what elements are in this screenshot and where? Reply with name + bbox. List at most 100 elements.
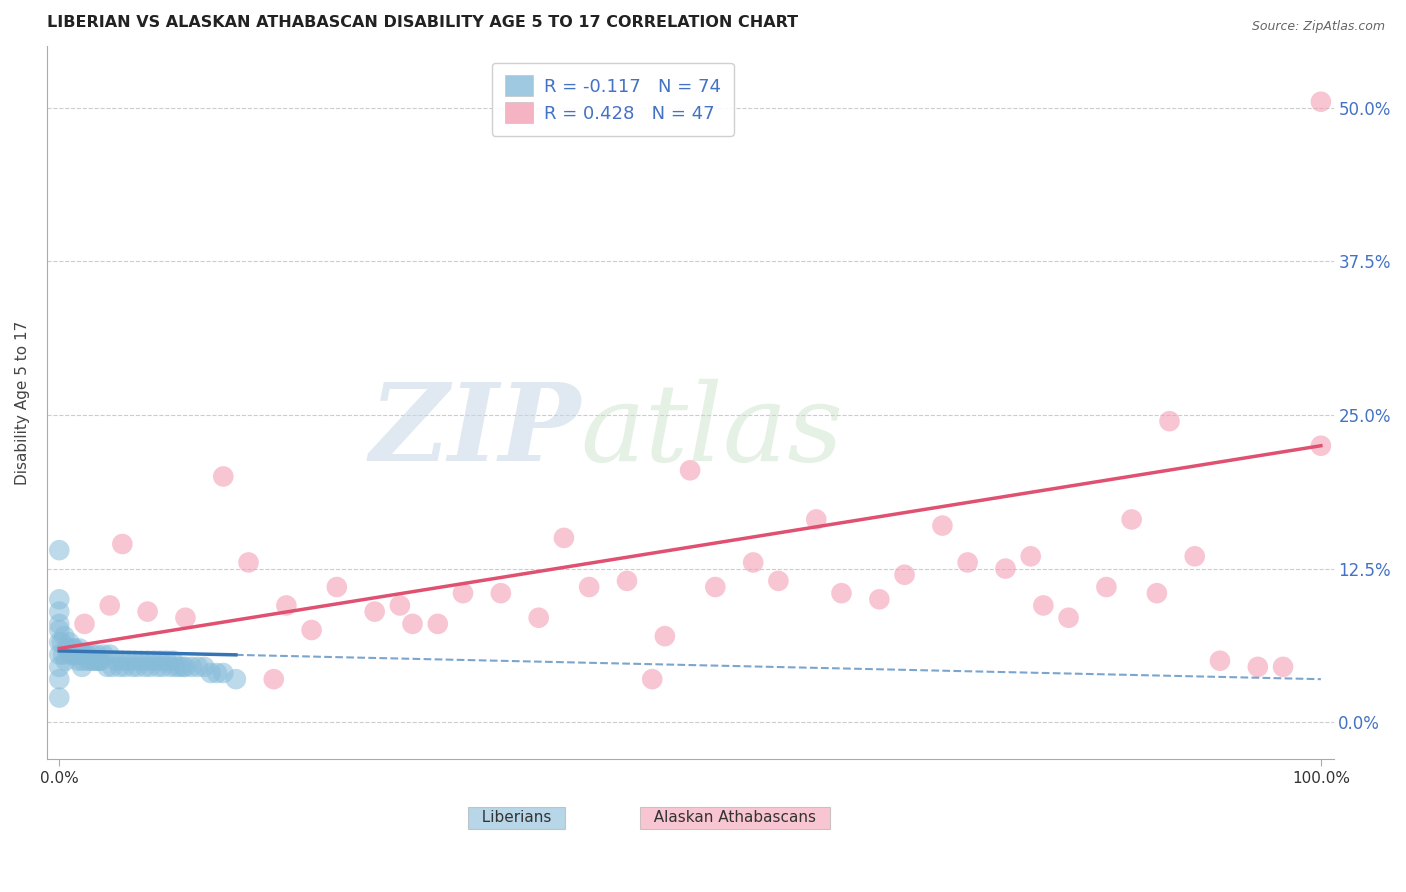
Point xyxy=(98,599,121,613)
Point xyxy=(73,616,96,631)
Point xyxy=(111,654,134,668)
Point xyxy=(363,605,385,619)
Point xyxy=(276,599,298,613)
Point xyxy=(616,574,638,588)
Point xyxy=(86,648,108,662)
Point xyxy=(193,660,215,674)
Point xyxy=(1272,660,1295,674)
Point xyxy=(1159,414,1181,428)
Point xyxy=(67,654,90,668)
Point xyxy=(146,660,169,674)
Point xyxy=(200,666,222,681)
Point xyxy=(301,623,323,637)
Point xyxy=(84,654,107,668)
Point xyxy=(578,580,600,594)
Point xyxy=(893,567,915,582)
Point xyxy=(136,654,159,668)
Point xyxy=(77,654,100,668)
Point xyxy=(48,543,70,558)
Point xyxy=(225,672,247,686)
Point xyxy=(641,672,664,686)
Point xyxy=(149,654,172,668)
Point xyxy=(1309,439,1331,453)
Point xyxy=(159,660,181,674)
Point xyxy=(167,660,190,674)
Point xyxy=(48,672,70,686)
Point xyxy=(87,654,110,668)
Point xyxy=(172,660,194,674)
Point xyxy=(1019,549,1042,564)
Text: Source: ZipAtlas.com: Source: ZipAtlas.com xyxy=(1251,20,1385,33)
Point xyxy=(451,586,474,600)
Point xyxy=(768,574,790,588)
Point xyxy=(238,556,260,570)
Point xyxy=(90,654,112,668)
Point xyxy=(1184,549,1206,564)
Point xyxy=(129,654,152,668)
Point xyxy=(114,660,136,674)
Point xyxy=(105,654,128,668)
Point xyxy=(830,586,852,600)
Point xyxy=(162,654,184,668)
Point xyxy=(121,660,143,674)
Point xyxy=(48,616,70,631)
Point xyxy=(263,672,285,686)
Point xyxy=(174,611,197,625)
Point xyxy=(72,654,94,668)
Point xyxy=(101,660,124,674)
Point xyxy=(58,635,80,649)
Point xyxy=(139,660,162,674)
Point xyxy=(52,648,75,662)
Point xyxy=(73,648,96,662)
Point xyxy=(98,648,121,662)
Point xyxy=(931,518,953,533)
Point xyxy=(96,660,118,674)
Point xyxy=(80,654,103,668)
Text: LIBERIAN VS ALASKAN ATHABASCAN DISABILITY AGE 5 TO 17 CORRELATION CHART: LIBERIAN VS ALASKAN ATHABASCAN DISABILIT… xyxy=(46,15,797,30)
Point xyxy=(48,660,70,674)
Point xyxy=(75,648,97,662)
Point xyxy=(180,660,202,674)
Y-axis label: Disability Age 5 to 17: Disability Age 5 to 17 xyxy=(15,320,30,485)
Point xyxy=(426,616,449,631)
Text: Liberians: Liberians xyxy=(472,810,561,825)
Point xyxy=(93,648,115,662)
Legend: R = -0.117   N = 74, R = 0.428   N = 47: R = -0.117 N = 74, R = 0.428 N = 47 xyxy=(492,62,734,136)
Point xyxy=(127,660,149,674)
Point xyxy=(89,654,111,668)
Point xyxy=(553,531,575,545)
Point xyxy=(1057,611,1080,625)
Point xyxy=(679,463,702,477)
Point xyxy=(76,648,98,662)
Point xyxy=(1209,654,1232,668)
Point xyxy=(1247,660,1270,674)
Point xyxy=(806,512,828,526)
Point xyxy=(80,648,103,662)
Point xyxy=(136,605,159,619)
Point xyxy=(401,616,423,631)
Point xyxy=(956,556,979,570)
Point xyxy=(118,654,141,668)
Point xyxy=(51,635,73,649)
Point xyxy=(174,660,197,674)
Point xyxy=(53,629,76,643)
Point xyxy=(326,580,349,594)
Point xyxy=(1032,599,1054,613)
Point xyxy=(1095,580,1118,594)
Point xyxy=(994,561,1017,575)
Point xyxy=(62,641,84,656)
Point xyxy=(69,648,91,662)
Point xyxy=(48,648,70,662)
Point xyxy=(704,580,727,594)
Point xyxy=(59,648,82,662)
Point xyxy=(48,623,70,637)
Point xyxy=(48,605,70,619)
Point xyxy=(152,660,174,674)
Point xyxy=(66,648,89,662)
Point xyxy=(48,592,70,607)
Point xyxy=(868,592,890,607)
Point xyxy=(134,660,156,674)
Point xyxy=(388,599,411,613)
Point xyxy=(60,648,83,662)
Text: Alaskan Athabascans: Alaskan Athabascans xyxy=(644,810,825,825)
